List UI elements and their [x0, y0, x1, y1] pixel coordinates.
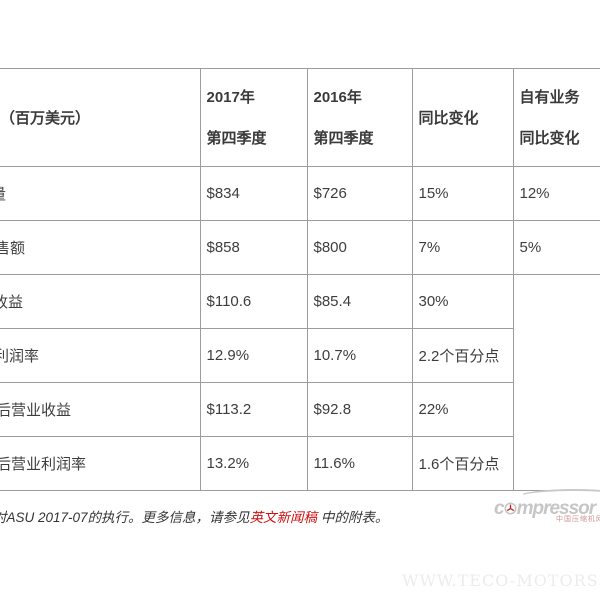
value-2017: $110.6	[199, 274, 308, 329]
value-2016: $800	[306, 220, 413, 275]
header-2017-line1: 2017年	[206, 88, 255, 106]
value-organic: 12%	[512, 166, 600, 221]
header-2017-q4-cell: 2017年 第四季度	[199, 68, 308, 167]
value-yoy: 22%	[411, 382, 514, 437]
footnote: 对ASU 2017-07的执行。更多信息，请参见英文新闻稿 中的附表。	[0, 506, 600, 526]
table-row-adj-operating-income: 后营业收益 $113.2 $92.8 22%	[0, 382, 600, 437]
logo-swoosh-arc	[518, 489, 600, 505]
row-label: 后营业收益	[0, 382, 201, 437]
value-2016: 10.7%	[306, 328, 413, 383]
row-label: 收益	[0, 274, 201, 329]
row-label: 利润率	[0, 328, 201, 383]
footnote-text-pre: 对ASU 2017-07的执行。更多信息，请参见	[0, 510, 250, 525]
financial-results-table: （百万美元） 2017年 第四季度 2016年 第四季度 同比变化 自有业务 同…	[0, 68, 600, 491]
logo-subtitle: 中国压缩机网	[556, 516, 600, 523]
value-2017: 12.9%	[199, 328, 308, 383]
value-yoy: 1.6个百分点	[411, 436, 514, 491]
row-label: 量	[0, 166, 201, 221]
table-row-sales: 售额 $858 $800 7% 5%	[0, 220, 600, 275]
english-press-release-link[interactable]: 英文新闻稿	[249, 510, 318, 525]
footnote-text-post: 中的附表。	[317, 510, 389, 525]
header-2016-line2: 第四季度	[313, 129, 374, 147]
header-2017-line2: 第四季度	[206, 129, 267, 147]
header-organic-line2: 同比变化	[519, 129, 580, 147]
value-yoy: 7%	[411, 220, 514, 275]
value-2017: 13.2%	[199, 436, 308, 491]
header-unit-label: （百万美元）	[0, 110, 91, 127]
logo-text-suffix: mpressor	[516, 498, 597, 519]
table-row-adj-operating-margin: 后营业利润率 13.2% 11.6% 1.6个百分点	[0, 436, 600, 491]
header-unit-cell: （百万美元）	[0, 68, 201, 167]
header-2016-q4-cell: 2016年 第四季度	[306, 68, 413, 167]
empty-organic-cell	[512, 274, 600, 491]
row-label: 售额	[0, 220, 201, 275]
value-organic: 5%	[512, 220, 600, 275]
header-organic-cell: 自有业务 同比变化	[512, 68, 600, 167]
value-2016: $92.8	[306, 382, 413, 437]
value-2017: $113.2	[199, 382, 308, 437]
value-2016: $726	[306, 166, 413, 221]
table-header-row: （百万美元） 2017年 第四季度 2016年 第四季度 同比变化 自有业务 同…	[0, 68, 600, 167]
logo-text-prefix: c	[494, 498, 505, 519]
value-2017: $858	[199, 220, 308, 275]
value-2017: $834	[199, 166, 308, 221]
url-watermark: WWW.TECO-MOTORS.COM	[402, 571, 600, 590]
row-label: 后营业利润率	[0, 436, 201, 491]
value-2016: $85.4	[306, 274, 413, 329]
header-organic-line1: 自有业务	[519, 88, 580, 106]
table-row-margin: 利润率 12.9% 10.7% 2.2个百分点	[0, 328, 600, 383]
table-row-income: 收益 $110.6 $85.4 30%	[0, 274, 600, 491]
value-yoy: 15%	[411, 166, 514, 221]
logo-wordmark: c mpressor	[494, 498, 597, 520]
value-yoy: 30%	[411, 274, 514, 329]
table-row-orders: 量 $834 $726 15% 12%	[0, 166, 600, 221]
value-2016: 11.6%	[306, 436, 413, 491]
header-yoy-label: 同比变化	[418, 110, 479, 127]
impeller-icon	[504, 499, 517, 515]
header-yoy-cell: 同比变化	[411, 68, 514, 167]
compressor-watermark-logo: c mpressor 中国压缩机网	[494, 489, 600, 526]
value-yoy: 2.2个百分点	[411, 328, 514, 383]
header-2016-line1: 2016年	[313, 88, 362, 106]
